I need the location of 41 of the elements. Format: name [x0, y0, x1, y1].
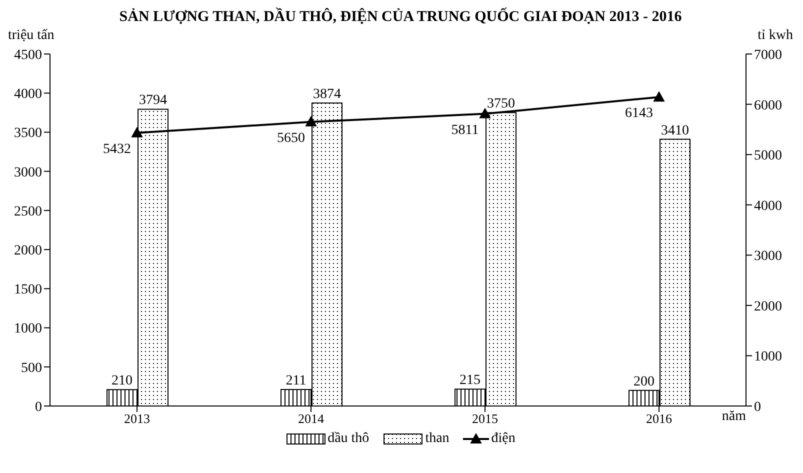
y2-tick-label: 7000 [754, 48, 782, 63]
x-tick-label: 2015 [472, 411, 498, 426]
y2-axis-title: tỉ kwh [758, 28, 793, 44]
y2-tick-label: 4000 [754, 198, 782, 214]
y2-tick-label: 0 [754, 400, 761, 415]
y-axis-title: triệu tấn [8, 28, 54, 44]
data-label: 3750 [487, 96, 515, 112]
y2-tick-label: 5000 [754, 148, 782, 164]
data-label: 3794 [139, 93, 167, 108]
y2-tick-label: 3000 [754, 249, 782, 264]
data-label: 5650 [277, 130, 305, 146]
y-tick-label: 3500 [14, 126, 42, 142]
data-label: 210 [112, 374, 132, 389]
chart-title: SẢN LƯỢNG THAN, DẦU THÔ, ĐIỆN CỦA TRUNG QUỐC GIAI ĐOẠN 2013 - 2016 [118, 8, 683, 26]
y-tick-label: 3000 [14, 165, 42, 180]
y-tick-label: 4500 [14, 48, 42, 63]
legend-label: dầu thô [326, 431, 370, 447]
y-tick-label: 1500 [14, 282, 42, 298]
data-label: 5432 [103, 142, 131, 157]
y-tick-label: 0 [35, 400, 42, 415]
data-label: 5811 [451, 122, 479, 138]
data-label: 200 [634, 374, 654, 390]
y-tick-label: 500 [21, 360, 42, 376]
x-tick-label: 2016 [646, 411, 672, 426]
x-axis-title: năm [722, 408, 746, 424]
y-tick-label: 4000 [14, 87, 42, 102]
data-label: 215 [460, 373, 480, 388]
data-label: 3410 [661, 123, 689, 138]
legend-label: điện [490, 431, 516, 447]
data-label: 6143 [625, 106, 653, 122]
data-label: 211 [286, 373, 306, 388]
y2-tick-label: 1000 [754, 350, 782, 365]
y-tick-label: 2500 [14, 204, 42, 220]
y2-tick-label: 6000 [754, 98, 782, 114]
y-tick-label: 1000 [14, 322, 42, 337]
y2-tick-label: 2000 [754, 299, 782, 314]
legend-label: than [424, 431, 450, 447]
x-tick-label: 2013 [124, 411, 150, 426]
data-label: 3874 [313, 86, 341, 102]
y-tick-label: 2000 [14, 244, 42, 259]
x-tick-label: 2014 [298, 411, 324, 426]
